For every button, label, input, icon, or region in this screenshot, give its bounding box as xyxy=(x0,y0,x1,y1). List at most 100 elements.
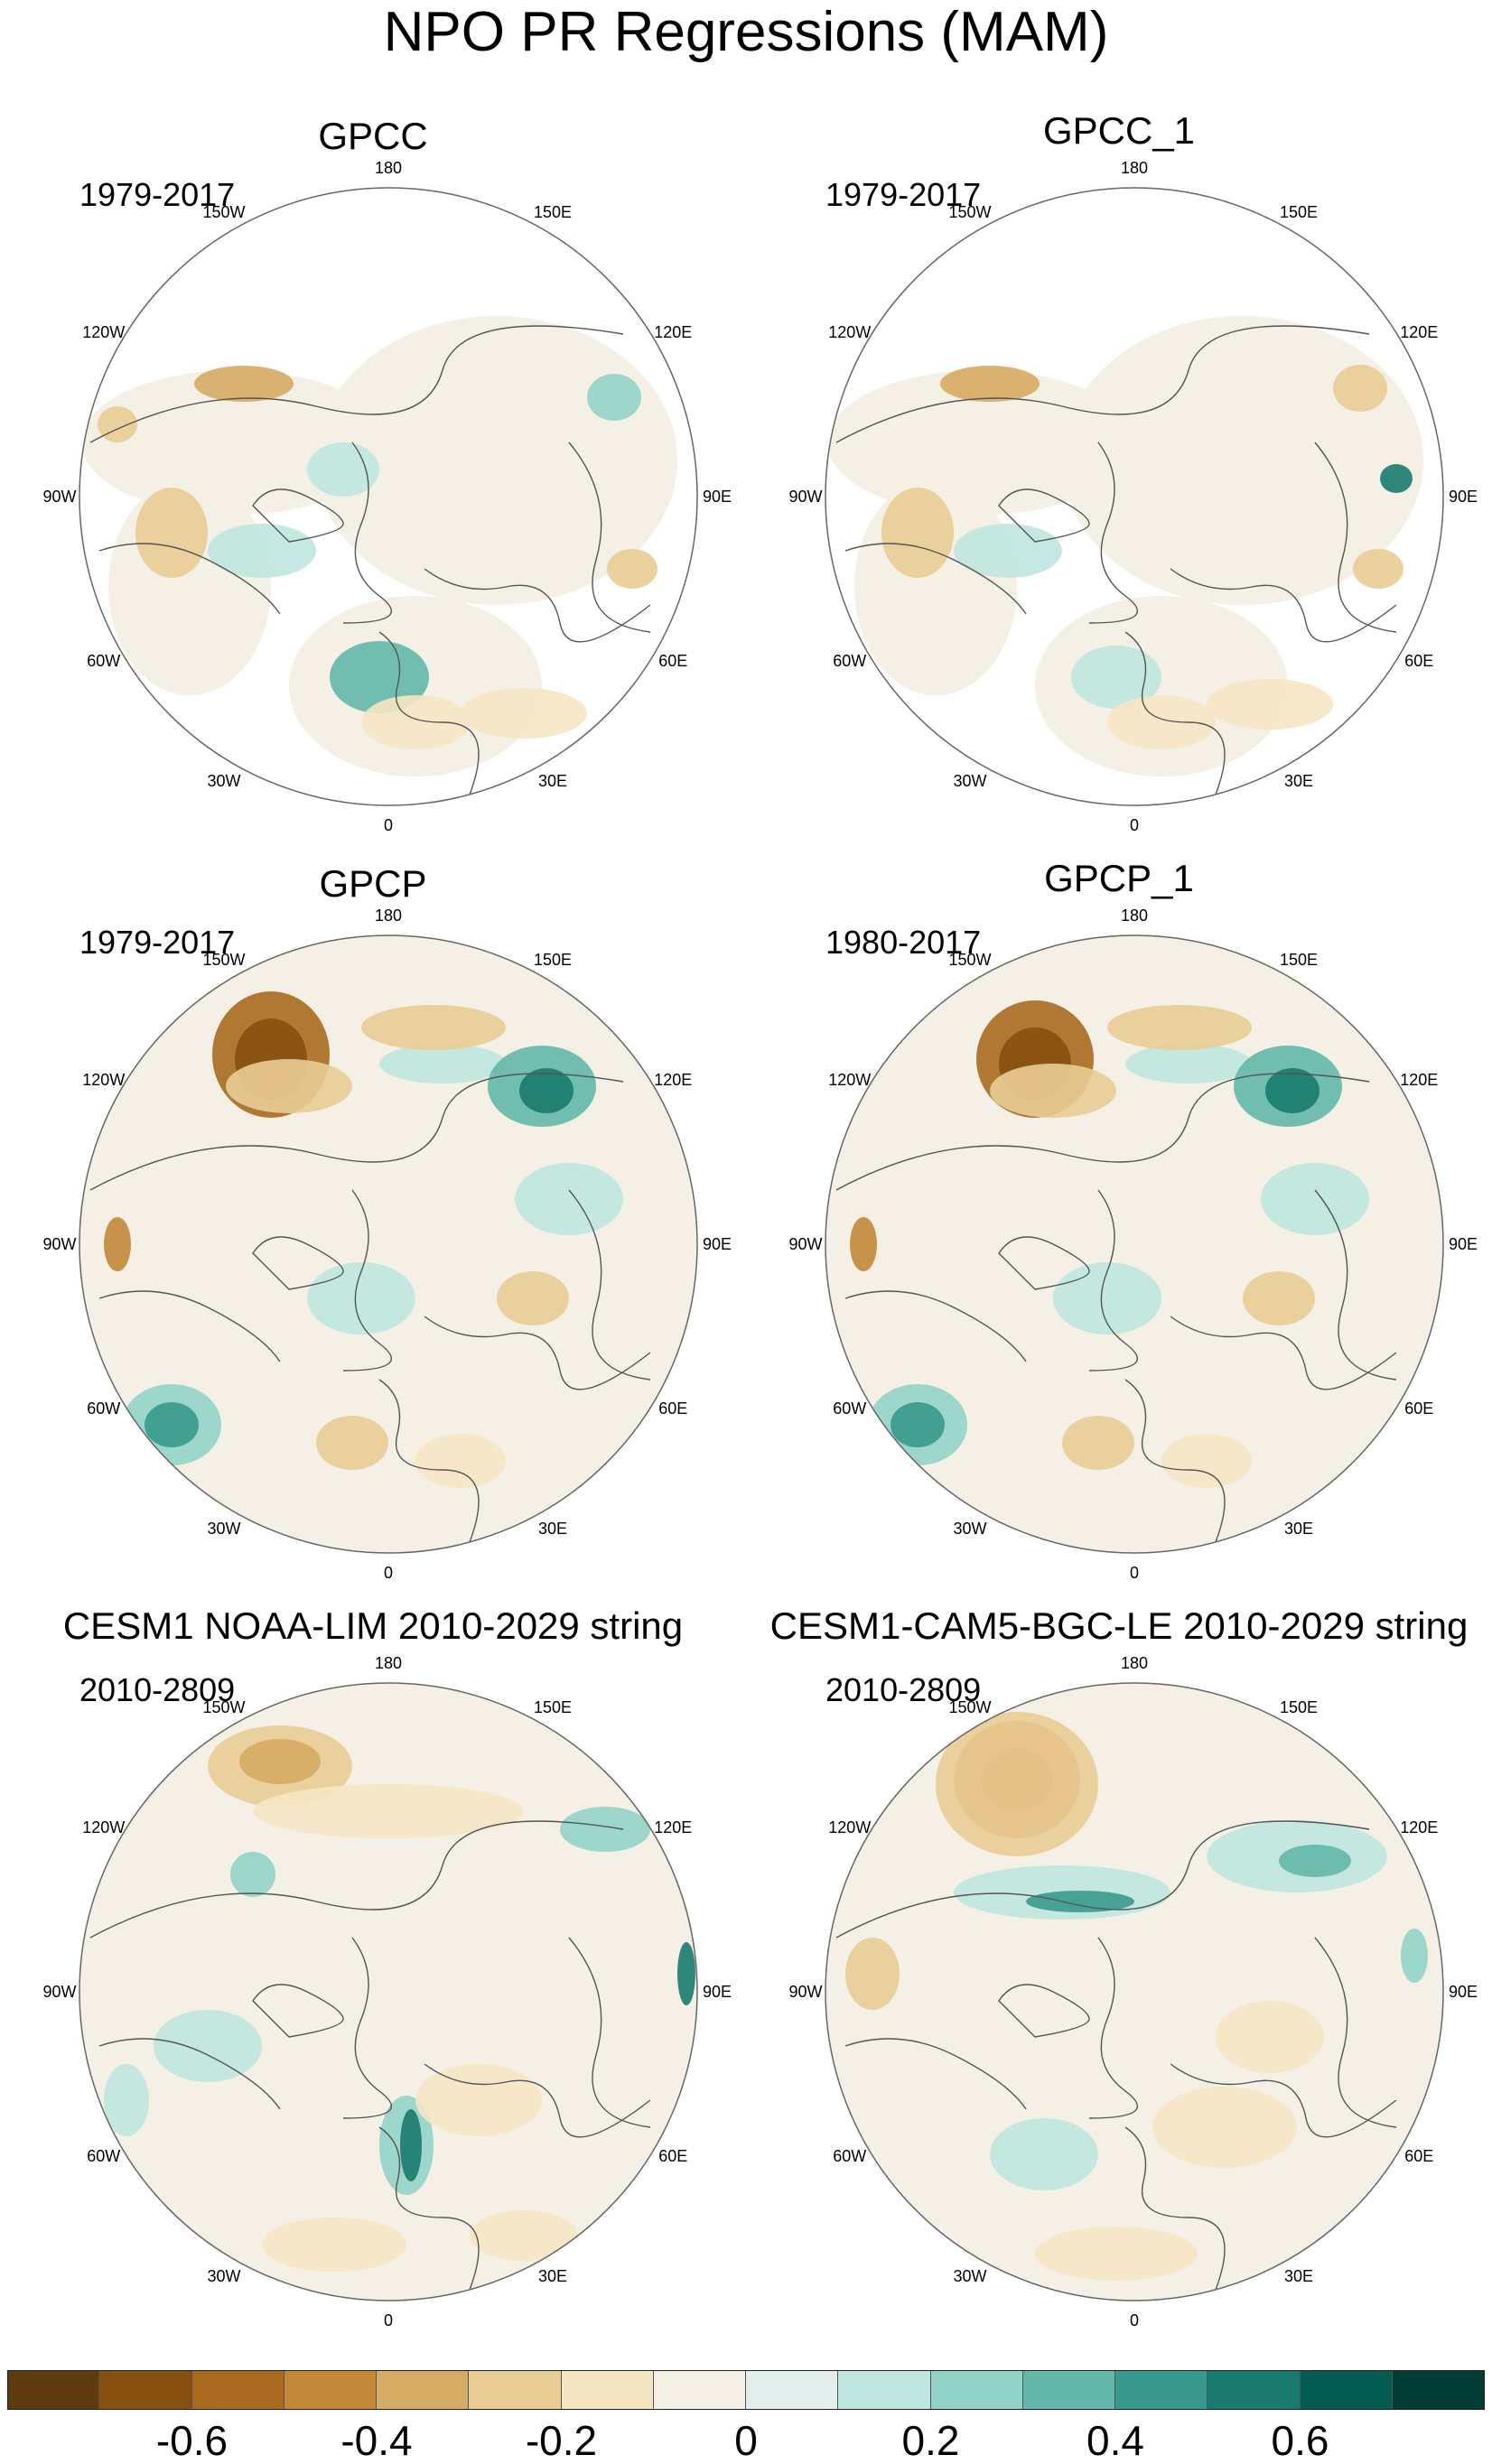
map-boundary xyxy=(79,934,698,1554)
coastline xyxy=(1088,1937,1138,2119)
longitude-label: 180 xyxy=(375,1654,402,1672)
longitude-label: 150W xyxy=(202,951,245,969)
anomaly-region xyxy=(519,1068,573,1113)
longitude-label: 180 xyxy=(1121,907,1148,925)
polar-map: 180 150E 120E 90E 60E 30E 0 30W 60W 90W 120W 150W xyxy=(788,907,1478,1582)
anomaly-region xyxy=(194,366,294,402)
longitude-label: 120E xyxy=(654,323,692,341)
longitude-label: 90W xyxy=(788,1983,822,2001)
longitude-label: 0 xyxy=(384,2311,393,2329)
longitude-label: 120W xyxy=(82,1071,125,1089)
longitude-label: 60E xyxy=(1404,1399,1433,1418)
panel-years: 2010-2809 xyxy=(79,1671,236,1708)
longitude-label: 120W xyxy=(82,1818,125,1836)
anomaly-region xyxy=(470,2210,578,2261)
coastline xyxy=(844,2038,1027,2110)
panel-years: 1979-2017 xyxy=(79,924,236,961)
map-panel: GPCP 180 150E 120E 90E 60E 30E 0 30W 60W 90W 120W 15… xyxy=(0,856,746,1605)
anomaly-region xyxy=(461,688,587,739)
colorbar-swatch xyxy=(1115,2370,1208,2410)
longitude-label: 180 xyxy=(1121,1654,1148,1672)
longitude-label: 0 xyxy=(1130,1564,1139,1582)
longitude-label: 30W xyxy=(953,1520,986,1538)
coastline xyxy=(1314,1189,1397,1381)
longitude-label: 60E xyxy=(658,652,687,670)
anomaly-region xyxy=(154,2010,262,2082)
anomaly-region xyxy=(1107,695,1216,749)
coastline xyxy=(342,1937,392,2119)
coastline xyxy=(98,1290,281,1362)
colorbar-swatch xyxy=(653,2370,746,2410)
panel-years: 1980-2017 xyxy=(825,924,982,961)
longitude-label: 180 xyxy=(375,907,402,925)
anomaly-region xyxy=(316,1416,388,1470)
map-panel: GPCC_1 180 150E 120E 90E 60E 30E 0 30W 60W 90W 120W… xyxy=(746,108,1492,858)
coastline xyxy=(835,1820,1370,1939)
colorbar-swatch xyxy=(1022,2370,1115,2410)
longitude-label: 90E xyxy=(703,488,732,506)
coastline xyxy=(89,325,624,443)
coastline xyxy=(98,2038,281,2110)
land-area xyxy=(827,370,1134,515)
longitude-label: 90E xyxy=(703,1983,732,2001)
panel-years: 2010-2809 xyxy=(825,1671,982,1708)
anomaly-region xyxy=(1125,1044,1252,1083)
panel-title: GPCP xyxy=(319,862,427,905)
anomaly-region xyxy=(936,1712,1098,1856)
longitude-label: 60E xyxy=(1404,2147,1433,2165)
longitude-label: 30E xyxy=(1284,1520,1313,1538)
colorbar xyxy=(7,2370,1485,2410)
longitude-label: 120E xyxy=(1400,323,1438,341)
map-boundary xyxy=(825,1682,1444,2301)
anomaly-region xyxy=(307,1262,415,1334)
polar-map: 180 150E 120E 90E 60E 30E 0 30W 60W 90W 120W 150W xyxy=(42,1654,732,2329)
anomaly-region xyxy=(954,524,1062,578)
coastline xyxy=(1170,568,1397,643)
longitude-label: 30E xyxy=(538,1520,567,1538)
anomaly-region xyxy=(104,1217,131,1271)
anomaly-region xyxy=(415,1434,506,1488)
coastline xyxy=(424,1316,651,1390)
coastline xyxy=(1314,1937,1397,2128)
coastline xyxy=(1124,631,1226,795)
anomaly-region xyxy=(1152,2087,1297,2168)
anomaly-region xyxy=(515,1163,623,1235)
colorbar-tick-label: 0.6 xyxy=(1271,2417,1329,2464)
longitude-label: 0 xyxy=(1130,816,1139,834)
colorbar-swatch xyxy=(561,2370,654,2410)
coastline xyxy=(342,442,392,624)
longitude-label: 90W xyxy=(42,488,76,506)
colorbar-tick-label: -0.6 xyxy=(155,2417,228,2464)
longitude-label: 150E xyxy=(534,1698,572,1716)
map-panel: GPCC 180 150E 120E 90E 60E 30E 0 30W 60W 90W 120W 15… xyxy=(0,108,746,858)
longitude-label: 60E xyxy=(1404,652,1433,670)
longitude-label: 90W xyxy=(788,488,822,506)
colorbar-swatch xyxy=(99,2370,192,2410)
anomaly-region xyxy=(1243,1271,1315,1325)
anomaly-region xyxy=(1265,1068,1319,1113)
panel-title: GPCP_1 xyxy=(1044,857,1194,899)
coastline xyxy=(568,1937,651,2128)
anomaly-region xyxy=(98,406,137,442)
colorbar-swatch xyxy=(930,2370,1023,2410)
longitude-label: 150W xyxy=(202,1698,245,1716)
land-area xyxy=(316,316,677,605)
anomaly-region xyxy=(1161,1434,1252,1488)
anomaly-region xyxy=(497,1271,569,1325)
longitude-label: 150E xyxy=(1280,951,1318,969)
anomaly-region xyxy=(230,1852,275,1897)
longitude-label: 180 xyxy=(375,159,402,177)
map-boundary xyxy=(79,187,698,806)
anomaly-region xyxy=(587,374,641,421)
anomaly-region xyxy=(990,2118,1098,2190)
coastline xyxy=(378,631,480,795)
panel-years: 1979-2017 xyxy=(825,176,982,213)
map-boundary xyxy=(79,1682,698,2301)
longitude-label: 120W xyxy=(82,323,125,341)
anomaly-region xyxy=(361,1005,506,1050)
longitude-label: 60W xyxy=(833,652,866,670)
polar-map: 180 150E 120E 90E 60E 30E 0 30W 60W 90W 120W 150W xyxy=(788,159,1478,834)
panel-title: GPCC xyxy=(318,115,428,157)
coastline xyxy=(89,1820,624,1939)
land-area xyxy=(1035,596,1288,776)
